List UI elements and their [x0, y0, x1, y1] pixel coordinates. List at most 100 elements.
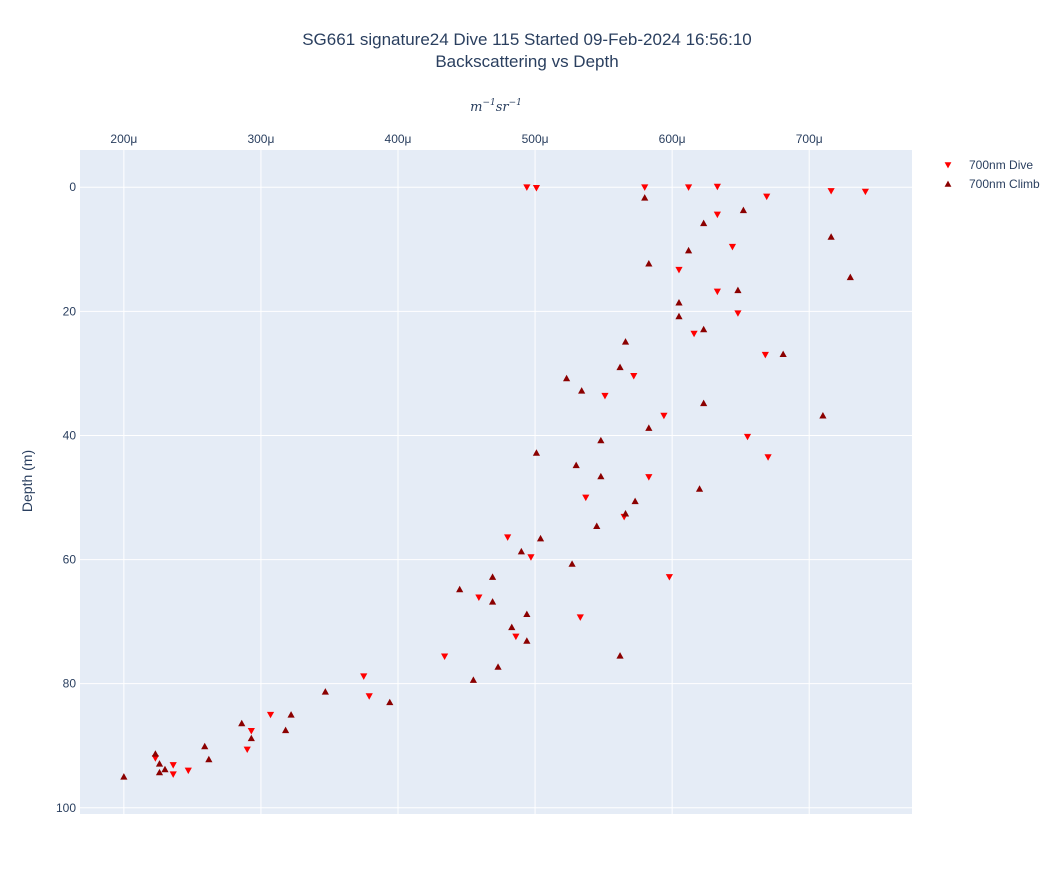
climb-point: [488, 573, 497, 580]
dive-point: [641, 184, 649, 191]
series-triangle-up: [120, 194, 854, 780]
climb-point: [827, 233, 835, 240]
climb-point: [523, 610, 531, 618]
dive-point: [243, 746, 251, 754]
dive-point: [512, 633, 520, 641]
dive-point: [266, 711, 275, 719]
dive-point: [675, 266, 683, 274]
climb-point: [700, 399, 708, 407]
y-tick-label: 60: [63, 553, 77, 567]
legend[interactable]: 700nm Dive 700nm Climb: [944, 158, 1040, 191]
grid-lines: [80, 150, 912, 814]
dive-point: [713, 288, 721, 296]
dive-point: [169, 771, 177, 778]
dive-point: [684, 184, 693, 191]
climb-point: [675, 312, 683, 320]
climb-point: [205, 755, 213, 763]
dive-point: [532, 184, 541, 192]
dive-point: [630, 373, 638, 380]
climb-point: [287, 711, 295, 718]
climb-point: [700, 219, 708, 227]
series-triangle-down: [151, 183, 869, 778]
chart-title-line2: Backscattering vs Depth: [435, 52, 618, 71]
climb-point: [621, 338, 630, 345]
climb-point: [488, 598, 497, 605]
climb-point: [456, 585, 464, 593]
x-tick-label: 400μ: [385, 132, 412, 146]
dive-point: [475, 594, 483, 602]
dive-point: [169, 762, 177, 769]
climb-point: [238, 719, 246, 727]
dive-point: [713, 211, 721, 219]
dive-point: [184, 767, 192, 775]
legend-item[interactable]: 700nm Climb: [944, 177, 1040, 191]
climb-point: [321, 688, 329, 695]
dive-point: [761, 351, 769, 359]
climb-point: [645, 259, 653, 267]
climb-point: [695, 485, 704, 492]
dive-point: [728, 243, 737, 251]
dive-point: [690, 330, 698, 338]
climb-point: [155, 768, 164, 776]
climb-point: [161, 765, 169, 773]
chart-title: SG661 signature24 Dive 115 Started 09-Fe…: [302, 30, 752, 71]
dive-point: [582, 494, 590, 502]
climb-point: [562, 374, 571, 382]
climb-point: [597, 436, 605, 444]
dive-point: [827, 188, 835, 195]
climb-point: [846, 273, 854, 281]
dive-point: [527, 554, 535, 561]
x-axis-title: m−1sr−1: [470, 98, 522, 115]
climb-point: [675, 299, 683, 306]
chart-title-line1: SG661 signature24 Dive 115 Started 09-Fe…: [302, 30, 752, 49]
climb-point: [386, 698, 394, 706]
climb-point: [120, 773, 128, 780]
dive-point: [247, 727, 255, 735]
climb-point: [536, 534, 545, 542]
climb-point: [631, 497, 639, 505]
climb-point: [532, 449, 541, 456]
x-tick-label: 300μ: [247, 132, 274, 146]
climb-point: [523, 637, 531, 644]
legend-item[interactable]: 700nm Dive: [944, 158, 1034, 172]
climb-point: [517, 547, 525, 555]
legend-label: 700nm Dive: [969, 158, 1033, 172]
dive-point: [365, 693, 373, 700]
climb-point: [593, 522, 601, 529]
dive-point: [764, 454, 772, 461]
dive-point: [601, 392, 609, 400]
climb-point: [568, 560, 576, 567]
climb-point: [734, 286, 742, 294]
x-tick-label: 600μ: [659, 132, 686, 146]
climb-point: [508, 623, 516, 631]
dive-point: [763, 193, 771, 201]
climb-point: [616, 652, 624, 659]
climb-point: [597, 472, 605, 480]
climb-point: [282, 726, 290, 734]
climb-point: [578, 387, 586, 394]
climb-point: [201, 742, 209, 750]
dive-point: [665, 574, 673, 581]
dive-point: [151, 755, 159, 762]
climb-point: [616, 363, 624, 371]
dive-point: [645, 474, 653, 481]
climb-point: [151, 750, 159, 757]
climb-point: [494, 663, 502, 670]
legend-label: 700nm Climb: [969, 177, 1040, 191]
climb-point: [684, 246, 693, 254]
climb-point: [155, 760, 164, 767]
climb-point: [779, 350, 787, 358]
climb-point: [645, 424, 653, 431]
dive-point: [743, 433, 752, 441]
dive-point: [660, 412, 668, 420]
legend-marker: [944, 162, 952, 169]
dive-point: [360, 673, 368, 680]
x-axis-ticks: 200μ 300μ 400μ 500μ 600μ 700μ: [110, 132, 822, 146]
climb-point: [641, 194, 649, 201]
data-points: [120, 183, 869, 780]
legend-marker: [944, 180, 952, 187]
y-axis-title: Depth (m): [19, 450, 35, 512]
x-tick-label: 500μ: [522, 132, 549, 146]
y-tick-label: 0: [69, 180, 76, 194]
